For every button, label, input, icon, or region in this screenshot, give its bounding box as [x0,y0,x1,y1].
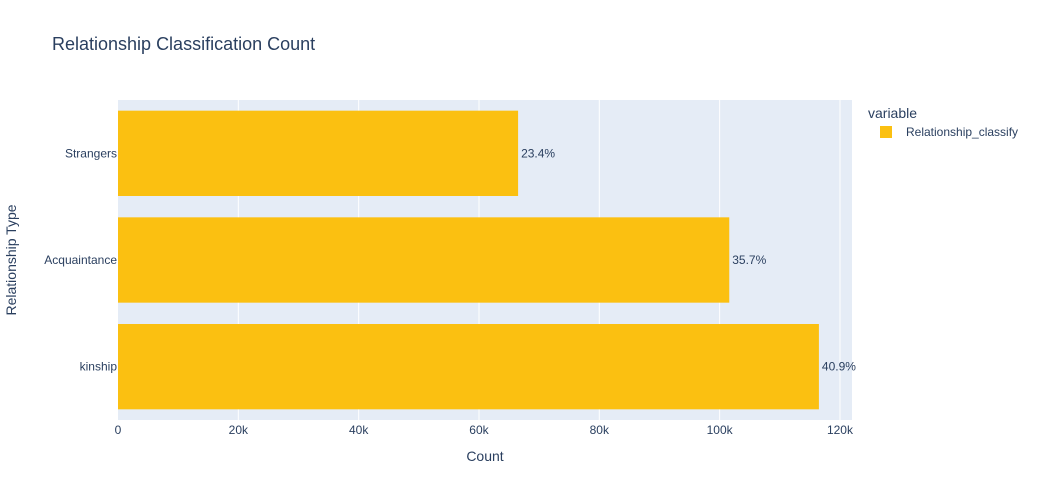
legend-swatch[interactable] [880,126,892,138]
bars: 40.9% 35.7% 23.4% [118,110,856,410]
x-tick-label: 120k [827,423,854,437]
y-tick-label: Strangers [65,146,117,160]
legend-item-label[interactable]: Relationship_classify [906,125,1018,139]
y-axis-ticks: kinship Acquaintance Strangers [44,146,117,373]
x-tick-label: 20k [229,423,249,437]
y-tick-label: Acquaintance [44,253,117,267]
x-axis-ticks: 0 20k 40k 60k 80k 100k 120k [115,423,854,437]
legend[interactable]: variable Relationship_classify [868,105,1018,139]
x-tick-label: 40k [349,423,369,437]
bar-data-label: 35.7% [732,253,766,267]
x-tick-label: 60k [469,423,489,437]
bar[interactable] [118,217,730,303]
x-axis-title: Count [466,448,503,464]
bar-data-label: 40.9% [822,360,856,374]
x-tick-label: 100k [707,423,734,437]
bar[interactable] [118,324,819,410]
x-tick-label: 0 [115,423,122,437]
y-tick-label: kinship [80,360,118,374]
bar-data-label: 23.4% [521,146,555,160]
bar[interactable] [118,110,519,196]
chart-title: Relationship Classification Count [52,34,315,54]
legend-title: variable [868,105,917,121]
y-axis-title: Relationship Type [3,204,19,315]
x-tick-label: 80k [590,423,610,437]
